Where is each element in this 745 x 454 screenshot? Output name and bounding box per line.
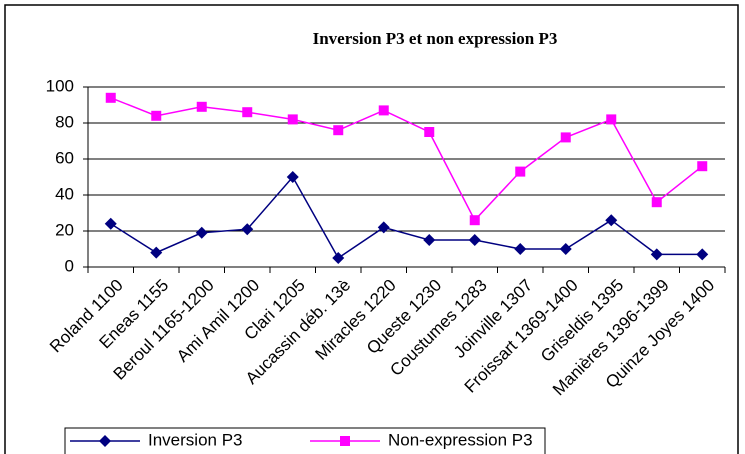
data-point xyxy=(196,101,207,112)
data-point xyxy=(195,226,208,239)
data-point xyxy=(287,114,298,125)
data-point xyxy=(99,435,111,447)
data-point xyxy=(378,105,389,116)
y-tick-label: 0 xyxy=(65,256,74,275)
data-point xyxy=(151,110,162,121)
data-point xyxy=(696,248,709,261)
y-tick-label: 80 xyxy=(55,112,74,131)
data-point xyxy=(605,214,618,227)
data-point xyxy=(650,248,663,261)
legend-label: Inversion P3 xyxy=(148,430,243,449)
data-point xyxy=(286,171,299,183)
data-point xyxy=(606,114,617,125)
legend: Inversion P3 Non-expression P3 xyxy=(64,427,546,454)
data-point xyxy=(515,166,526,177)
data-point xyxy=(651,197,662,208)
data-point xyxy=(241,223,254,236)
data-point xyxy=(104,217,117,230)
legend-label: Non-expression P3 xyxy=(388,430,533,449)
data-point xyxy=(468,234,481,246)
data-point xyxy=(469,215,480,226)
data-point xyxy=(514,243,527,255)
data-point xyxy=(332,252,345,264)
data-point xyxy=(377,221,390,234)
data-point xyxy=(423,234,436,246)
data-point xyxy=(424,127,435,137)
data-point xyxy=(105,92,116,103)
y-tick-label: 40 xyxy=(55,184,74,203)
y-tick-label: 100 xyxy=(46,76,74,95)
data-point xyxy=(333,125,344,136)
data-point xyxy=(559,243,572,255)
chart-border xyxy=(4,4,739,454)
data-point xyxy=(340,436,350,446)
data-point xyxy=(150,246,163,259)
y-tick-label: 60 xyxy=(55,148,74,167)
y-tick-label: 20 xyxy=(55,220,74,239)
legend-box xyxy=(64,427,546,454)
data-point xyxy=(242,107,253,118)
chart-title: Inversion P3 et non expression P3 xyxy=(313,29,558,48)
data-point xyxy=(697,161,708,172)
data-point xyxy=(560,132,571,143)
series-line xyxy=(110,175,703,260)
series-line xyxy=(110,97,703,222)
